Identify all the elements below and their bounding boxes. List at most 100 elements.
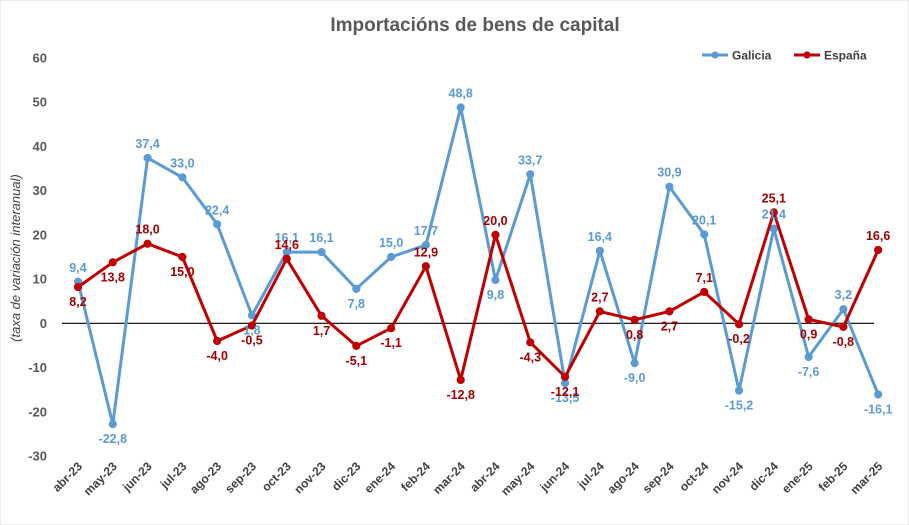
data-label: 12,9 bbox=[414, 245, 438, 259]
data-point bbox=[317, 311, 326, 320]
y-tick-label: 60 bbox=[33, 51, 47, 66]
data-point bbox=[630, 359, 639, 368]
data-label: 14,6 bbox=[275, 238, 299, 252]
legend-label-1: España bbox=[824, 49, 867, 63]
y-tick-label: -10 bbox=[28, 360, 47, 375]
data-label: 2,7 bbox=[661, 319, 678, 333]
y-tick-label: 50 bbox=[33, 95, 47, 110]
data-label: 20,1 bbox=[692, 213, 716, 227]
data-point bbox=[387, 252, 396, 262]
data-label: 25,1 bbox=[762, 191, 786, 205]
data-label: 37,4 bbox=[135, 137, 159, 151]
legend-marker-0 bbox=[711, 51, 719, 59]
legend-label-0: Galicia bbox=[732, 49, 772, 63]
data-point bbox=[108, 420, 117, 429]
data-point bbox=[874, 245, 883, 255]
data-point bbox=[282, 254, 291, 263]
data-label: 30,9 bbox=[657, 166, 681, 180]
data-point bbox=[839, 305, 848, 314]
data-point bbox=[595, 246, 604, 255]
data-point bbox=[734, 386, 744, 395]
series-layer bbox=[73, 103, 883, 429]
data-point bbox=[630, 315, 639, 324]
data-label: -0,8 bbox=[833, 335, 855, 349]
series-1 bbox=[73, 208, 883, 385]
data-label: 9,4 bbox=[69, 261, 86, 275]
data-label: -4,3 bbox=[519, 350, 541, 364]
data-label: -15,2 bbox=[725, 399, 754, 413]
data-label: -1,1 bbox=[380, 336, 402, 350]
data-label: 15,0 bbox=[379, 236, 403, 250]
data-label: 1,7 bbox=[313, 324, 330, 338]
data-label: 33,7 bbox=[518, 153, 542, 167]
data-label: 0,9 bbox=[800, 327, 817, 341]
data-label: 3,2 bbox=[835, 288, 852, 302]
y-axis-ticks: -30 -20 -10 0 10 20 30 40 50 60 bbox=[28, 51, 47, 464]
data-point bbox=[456, 103, 465, 112]
data-point bbox=[560, 372, 570, 381]
data-point bbox=[178, 252, 187, 262]
data-point bbox=[143, 239, 152, 248]
series-line-0 bbox=[76, 106, 880, 426]
data-point bbox=[595, 307, 604, 316]
series-line-1 bbox=[76, 210, 880, 382]
data-point bbox=[769, 224, 778, 233]
data-point bbox=[491, 230, 500, 239]
y-tick-label: 0 bbox=[40, 316, 47, 331]
y-tick-label: -20 bbox=[28, 404, 47, 419]
data-label: 22,4 bbox=[205, 203, 229, 217]
data-label: 15,0 bbox=[170, 265, 194, 279]
data-label: 16,6 bbox=[866, 229, 890, 243]
data-point bbox=[665, 182, 674, 191]
data-label: -7,6 bbox=[798, 365, 820, 379]
data-point bbox=[700, 230, 709, 239]
y-tick-label: 20 bbox=[33, 227, 47, 242]
data-point bbox=[491, 275, 500, 285]
data-point bbox=[317, 248, 326, 257]
data-label: 13,8 bbox=[101, 270, 125, 284]
data-point bbox=[769, 208, 778, 217]
data-point bbox=[421, 262, 430, 271]
data-point bbox=[73, 282, 83, 292]
data-label: -4,0 bbox=[206, 349, 228, 363]
y-axis-label: (taxa de variación interanual) bbox=[8, 174, 23, 342]
data-label: -13,5 bbox=[551, 391, 580, 405]
data-label: 48,8 bbox=[449, 87, 473, 101]
data-point bbox=[213, 336, 222, 346]
data-point bbox=[421, 240, 430, 250]
data-label: 16,1 bbox=[309, 231, 333, 245]
y-tick-label: 30 bbox=[33, 183, 47, 198]
data-point bbox=[247, 321, 257, 330]
data-label: 21,4 bbox=[762, 208, 786, 222]
series-0 bbox=[73, 103, 883, 429]
data-labels: 9,4 -22,8 37,4 33,0 22,4 1,8 16,1 16,1 7,8 15,0 17… bbox=[69, 87, 892, 447]
data-point bbox=[213, 220, 222, 229]
data-point bbox=[108, 258, 117, 267]
data-label: 7,8 bbox=[348, 297, 365, 311]
legend: Galicia España bbox=[702, 49, 867, 63]
y-tick-label: -30 bbox=[28, 449, 47, 464]
data-point bbox=[874, 390, 883, 399]
data-label: -5,1 bbox=[346, 354, 368, 368]
data-label: 2,7 bbox=[591, 290, 608, 304]
data-label: -0,2 bbox=[728, 332, 750, 346]
data-label: 17,7 bbox=[414, 224, 438, 238]
y-tick-label: 40 bbox=[33, 139, 47, 154]
data-label: 20,0 bbox=[483, 214, 507, 228]
data-label: 16,1 bbox=[275, 231, 299, 245]
data-point bbox=[456, 375, 465, 385]
data-point bbox=[352, 341, 361, 350]
data-point bbox=[734, 320, 744, 329]
data-point bbox=[143, 153, 152, 163]
data-label: 8,2 bbox=[69, 295, 86, 309]
data-point bbox=[526, 170, 535, 179]
data-label: 0,8 bbox=[626, 328, 643, 342]
data-label: -22,8 bbox=[99, 432, 128, 446]
data-point bbox=[178, 173, 187, 182]
legend-marker-1 bbox=[803, 51, 811, 59]
data-label: 18,0 bbox=[135, 223, 159, 237]
data-point bbox=[804, 315, 813, 324]
chart-title: Importacións de bens de capital bbox=[330, 15, 619, 36]
